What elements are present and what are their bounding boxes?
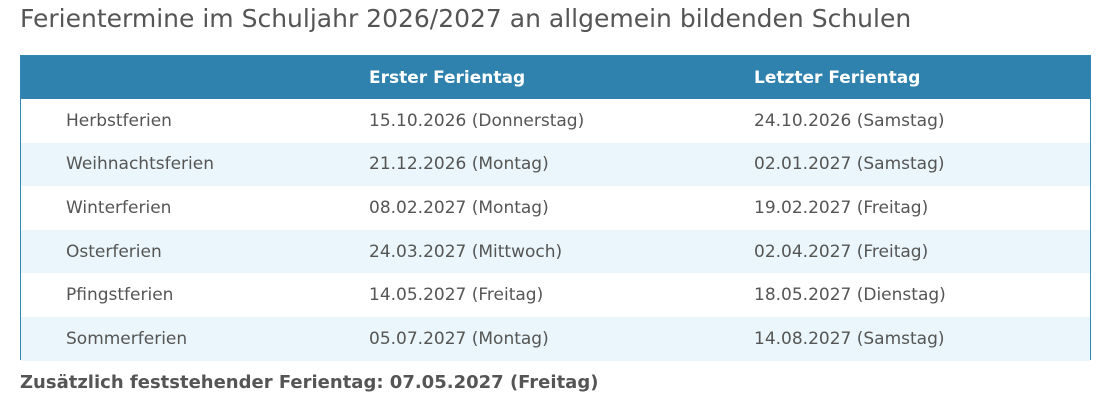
table-header: Erster Ferientag Letzter Ferientag	[21, 56, 1090, 99]
table-row: Pfingstferien 14.05.2027 (Freitag) 18.05…	[21, 273, 1090, 317]
last-day-cell: 02.04.2027 (Freitag)	[754, 241, 929, 262]
last-day-cell: 14.08.2027 (Samstag)	[754, 328, 945, 349]
first-day-cell: 05.07.2027 (Montag)	[369, 328, 549, 349]
holiday-table-container: Erster Ferientag Letzter Ferientag Herbs…	[20, 55, 1091, 361]
first-day-cell: 21.12.2026 (Montag)	[369, 154, 549, 175]
last-day-cell: 02.01.2027 (Samstag)	[754, 154, 945, 175]
last-day-cell: 19.02.2027 (Freitag)	[754, 197, 929, 218]
holiday-table: Erster Ferientag Letzter Ferientag Herbs…	[21, 56, 1090, 361]
first-day-cell: 14.05.2027 (Freitag)	[369, 285, 544, 306]
first-day-cell: 15.10.2026 (Donnerstag)	[369, 110, 585, 131]
holiday-name-cell: Osterferien	[66, 241, 162, 262]
holiday-name-cell: Sommerferien	[66, 328, 188, 349]
holiday-name-cell: Pfingstferien	[66, 285, 174, 306]
last-day-cell: 18.05.2027 (Dienstag)	[754, 285, 946, 306]
table-row: Sommerferien 05.07.2027 (Montag) 14.08.2…	[21, 316, 1090, 361]
table-header-row: Erster Ferientag Letzter Ferientag	[21, 56, 1090, 99]
first-day-cell: 24.03.2027 (Mittwoch)	[369, 241, 563, 262]
header-first-day: Erster Ferientag	[369, 67, 526, 88]
holiday-name-cell: Winterferien	[66, 197, 172, 218]
holiday-name-cell: Herbstferien	[66, 110, 172, 131]
table-row: Winterferien 08.02.2027 (Montag) 19.02.2…	[21, 186, 1090, 230]
page-title: Ferientermine im Schuljahr 2026/2027 an …	[20, 4, 912, 33]
table-row: Weihnachtsferien 21.12.2026 (Montag) 02.…	[21, 142, 1090, 187]
table-row: Osterferien 24.03.2027 (Mittwoch) 02.04.…	[21, 229, 1090, 274]
table-row: Herbstferien 15.10.2026 (Donnerstag) 24.…	[21, 99, 1090, 143]
header-holiday-name	[21, 56, 324, 99]
additional-holiday-note: Zusätzlich feststehender Ferientag: 07.0…	[20, 372, 599, 393]
first-day-cell: 08.02.2027 (Montag)	[369, 197, 549, 218]
holiday-name-cell: Weihnachtsferien	[66, 154, 214, 175]
last-day-cell: 24.10.2026 (Samstag)	[754, 110, 945, 131]
table-body: Herbstferien 15.10.2026 (Donnerstag) 24.…	[21, 99, 1090, 361]
header-last-day: Letzter Ferientag	[754, 67, 921, 88]
